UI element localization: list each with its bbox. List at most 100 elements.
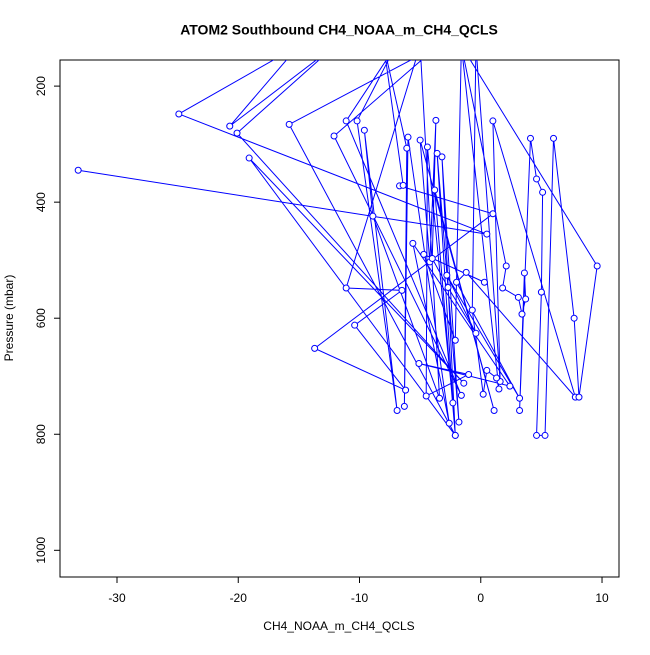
data-point bbox=[490, 406, 498, 414]
data-point bbox=[285, 120, 293, 128]
plot-area bbox=[74, 42, 601, 439]
data-point bbox=[502, 262, 510, 270]
data-point bbox=[381, 42, 387, 48]
data-point bbox=[416, 136, 424, 144]
data-point bbox=[473, 42, 479, 48]
data-point bbox=[479, 390, 487, 398]
data-point bbox=[537, 288, 545, 296]
data-point bbox=[433, 149, 441, 157]
series-line bbox=[78, 60, 598, 436]
x-tick-label: -10 bbox=[351, 591, 369, 605]
data-point bbox=[398, 286, 406, 294]
data-point bbox=[443, 271, 451, 279]
data-point bbox=[522, 295, 530, 303]
data-point bbox=[453, 278, 461, 286]
data-point bbox=[483, 366, 491, 374]
data-point bbox=[445, 419, 453, 427]
data-point bbox=[393, 42, 399, 48]
data-point bbox=[468, 306, 476, 314]
data-point bbox=[514, 293, 522, 301]
plot-frame bbox=[59, 59, 620, 578]
data-point bbox=[311, 344, 319, 352]
data-point bbox=[457, 391, 465, 399]
data-point bbox=[533, 175, 541, 183]
data-point bbox=[593, 262, 601, 270]
data-point bbox=[409, 239, 417, 247]
data-point bbox=[428, 254, 436, 262]
data-point bbox=[330, 132, 338, 140]
data-point bbox=[575, 393, 583, 401]
data-point bbox=[455, 418, 463, 426]
chart-title: ATOM2 Southbound CH4_NOAA_m_CH4_QCLS bbox=[180, 22, 498, 38]
data-point bbox=[462, 268, 470, 276]
data-point bbox=[436, 394, 444, 402]
data-point bbox=[489, 210, 497, 218]
data-point bbox=[403, 144, 411, 152]
data-point bbox=[369, 212, 377, 220]
data-point bbox=[489, 117, 497, 125]
data-point bbox=[493, 374, 501, 382]
data-point bbox=[342, 284, 350, 292]
data-point bbox=[516, 406, 524, 414]
data-point bbox=[458, 42, 464, 48]
data-point bbox=[432, 116, 440, 124]
data-point bbox=[342, 117, 350, 125]
data-point bbox=[541, 431, 549, 439]
data-point bbox=[233, 129, 241, 137]
y-tick-label: 200 bbox=[34, 76, 48, 96]
data-point bbox=[296, 42, 302, 48]
data-point bbox=[495, 385, 503, 393]
data-point bbox=[74, 166, 82, 174]
data-point bbox=[245, 154, 253, 162]
data-point bbox=[480, 278, 488, 286]
data-point bbox=[526, 134, 534, 142]
data-point bbox=[353, 117, 361, 125]
data-point bbox=[472, 329, 480, 337]
data-point bbox=[399, 181, 407, 189]
data-point bbox=[520, 269, 528, 277]
data-point bbox=[175, 110, 183, 118]
data-point bbox=[226, 122, 234, 130]
y-axis-label: Pressure (mbar) bbox=[2, 275, 16, 362]
data-point bbox=[431, 186, 439, 194]
y-tick-label: 800 bbox=[34, 424, 48, 444]
data-point bbox=[351, 321, 359, 329]
data-point bbox=[449, 399, 457, 407]
data-point bbox=[420, 250, 428, 258]
y-tick-label: 1000 bbox=[34, 537, 48, 564]
data-point bbox=[400, 402, 408, 410]
data-point bbox=[516, 394, 524, 402]
x-tick-label: 10 bbox=[595, 591, 609, 605]
data-point bbox=[570, 314, 578, 322]
x-axis-label: CH4_NOAA_m_CH4_QCLS bbox=[263, 619, 414, 633]
data-point bbox=[415, 359, 423, 367]
data-point bbox=[465, 370, 473, 378]
data-point bbox=[518, 310, 526, 318]
data-point bbox=[506, 382, 514, 390]
x-tick-label: 0 bbox=[477, 591, 484, 605]
data-point bbox=[417, 42, 423, 48]
data-point bbox=[483, 230, 491, 238]
data-point bbox=[438, 153, 446, 161]
data-point bbox=[533, 431, 541, 439]
data-point bbox=[422, 392, 430, 400]
data-point bbox=[550, 134, 558, 142]
x-tick-label: -30 bbox=[108, 591, 126, 605]
data-point bbox=[499, 284, 507, 292]
data-point bbox=[451, 431, 459, 439]
data-point bbox=[539, 188, 547, 196]
data-point bbox=[444, 283, 452, 291]
data-point bbox=[332, 42, 338, 48]
x-tick-label: -20 bbox=[230, 591, 248, 605]
data-point bbox=[360, 126, 368, 134]
data-point bbox=[435, 42, 441, 48]
data-point bbox=[402, 386, 410, 394]
data-point bbox=[451, 336, 459, 344]
data-point bbox=[404, 133, 412, 141]
data-point bbox=[423, 143, 431, 151]
data-point bbox=[393, 406, 401, 414]
data-point bbox=[460, 379, 468, 387]
y-tick-label: 600 bbox=[34, 308, 48, 328]
data-point bbox=[458, 42, 464, 48]
